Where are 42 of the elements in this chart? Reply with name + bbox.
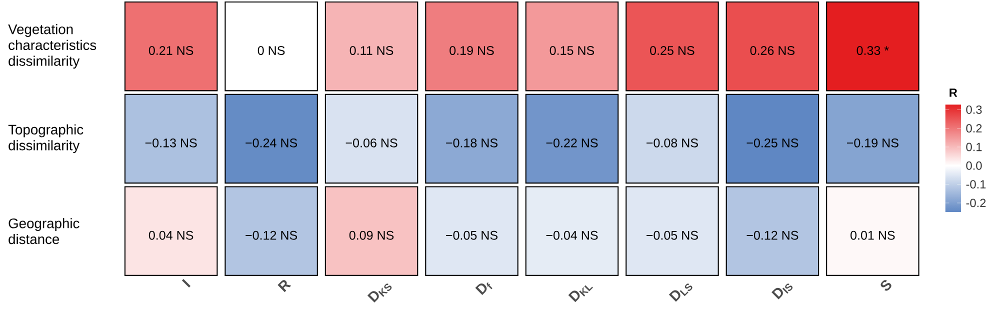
data-label: −0.25 NS <box>746 138 798 148</box>
x-tick-label: D$_{f}$ <box>475 282 492 296</box>
data-label: 0.19 NS <box>450 46 494 56</box>
data-label: 0.33 * <box>856 46 889 56</box>
data-label: −0.13 NS <box>145 138 197 148</box>
data-label: 0.15 NS <box>550 46 594 56</box>
data-label: −0.22 NS <box>546 138 598 148</box>
data-label: 0.04 NS <box>148 230 194 240</box>
y-tick-label: Topographic dissimilarity <box>8 124 84 154</box>
data-label: 0.21 NS <box>148 46 194 56</box>
data-label: −0.05 NS <box>446 230 498 240</box>
x-tick-label: D$_{IS}$ <box>772 284 793 300</box>
data-label: 0.01 NS <box>850 230 895 240</box>
data-label: −0.08 NS <box>646 138 698 148</box>
data-label: 0.11 NS <box>350 46 394 56</box>
data-label: −0.19 NS <box>846 138 898 148</box>
color-bar-title: R <box>950 88 958 97</box>
y-tick-label: Vegetation characteristics dissimilarity <box>8 24 96 69</box>
data-label: −0.06 NS <box>346 138 398 148</box>
color-bar-label: 0.3 <box>966 106 982 114</box>
color-bar-label: 0.0 <box>966 162 982 170</box>
data-label: 0.25 NS <box>650 46 694 56</box>
color-bar-label: 0.2 <box>966 124 982 133</box>
color-bar-label: -0.2 <box>966 198 986 208</box>
data-label: −0.12 NS <box>746 230 798 240</box>
x-tick-label: D$_{KL}$ <box>568 285 593 302</box>
x-tick-label: R <box>278 280 292 292</box>
x-tick-label: I <box>182 279 191 288</box>
data-label: −0.04 NS <box>546 230 598 240</box>
data-label: 0 NS <box>258 46 285 56</box>
x-tick-label: D$_{KS}$ <box>367 284 392 303</box>
data-label: 0.26 NS <box>750 46 795 56</box>
data-label: −0.18 NS <box>446 138 498 148</box>
data-label: −0.24 NS <box>246 138 298 148</box>
x-tick-label: D$_{LS}$ <box>668 284 692 302</box>
y-tick-label: Geographic distance <box>8 218 80 244</box>
data-label: −0.05 NS <box>646 230 698 240</box>
color-bar-label: -0.1 <box>966 180 986 189</box>
color-bar-label: 0.1 <box>966 142 982 152</box>
x-tick-label: S <box>880 280 892 291</box>
data-label: −0.12 NS <box>246 230 298 240</box>
data-label: 0.09 NS <box>349 230 394 240</box>
